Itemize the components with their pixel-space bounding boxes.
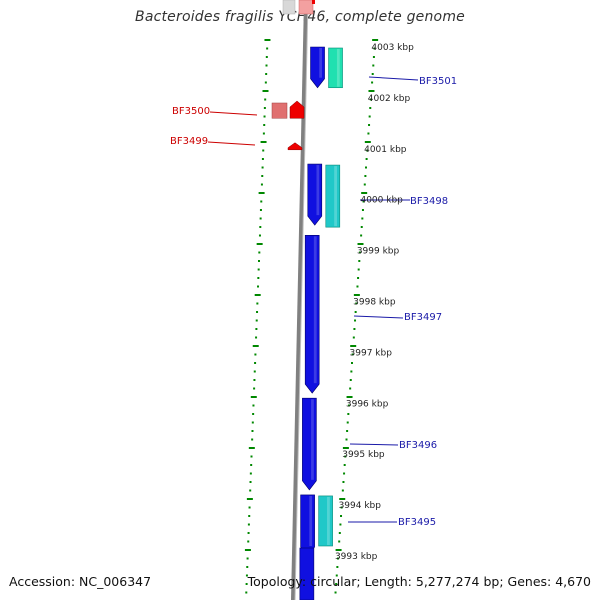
cds-box-bf3495	[318, 495, 333, 547]
feature-partial-top-pink	[298, 0, 314, 15]
gene-label-bf3498: BF3498	[410, 196, 448, 207]
kbp-labels: 4003 kbp 4002 kbp 4001 kbp 4000 kbp 3999 kbp…	[335, 43, 414, 562]
cds-box-bf3495-sheen	[327, 496, 330, 545]
gene-label-bf3499: BF3499	[170, 136, 208, 147]
gene-callouts: BF3501 BF3500 BF3499 BF3498 BF3497 BF3496 BF34…	[170, 76, 457, 528]
backbone-line	[291, 0, 308, 600]
gene-arrow-bf3501-sheen	[319, 48, 323, 78]
map-title: Bacteroides fragilis YCH46, complete gen…	[135, 9, 465, 25]
gene-arrow-bf3496-sheen	[311, 399, 314, 480]
gene-arrow-bf3498-sheen	[316, 165, 320, 216]
gene-label-bf3497: BF3497	[404, 312, 442, 323]
callout-line-bf3500	[209, 111, 258, 116]
gene-box-bf3500	[271, 102, 288, 119]
callout-line-bf3496	[349, 443, 399, 446]
callout-line-bf3501	[368, 76, 419, 81]
backbone-highlight	[294, 0, 309, 600]
topology-stats-text: Topology: circular; Length: 5,277,274 bp…	[247, 574, 591, 589]
kbp-label: 4003 kbp	[371, 43, 414, 53]
feature-partial-top-grey	[282, 0, 296, 15]
kbp-label: 4000 kbp	[360, 196, 403, 206]
gene-label-bf3495: BF3495	[398, 517, 436, 528]
tick-column-right	[334, 39, 379, 594]
gene-arrow-bf3495-sheen	[309, 495, 313, 546]
callout-line-bf3499	[207, 141, 256, 146]
gene-label-bf3501: BF3501	[419, 76, 457, 87]
kbp-label: 4002 kbp	[368, 94, 411, 104]
kbp-label: 3998 kbp	[353, 298, 396, 308]
gene-label-bf3496: BF3496	[399, 440, 437, 451]
gene-arrow-bf3499	[287, 142, 303, 151]
kbp-label: 4001 kbp	[364, 145, 407, 155]
tick-column-left	[244, 39, 271, 594]
cds-box-bf3498	[325, 164, 341, 228]
gene-arrow-bf3500	[289, 100, 305, 119]
cds-box-bf3501	[328, 47, 343, 89]
gene-arrow-bf3496	[302, 397, 317, 491]
gene-arrow-partial	[299, 547, 315, 600]
cds-box-bf3498-sheen	[334, 166, 337, 227]
gene-arrow-bf3497	[304, 235, 320, 394]
feature-partial-top-red	[312, 0, 315, 4]
kbp-label: 3993 kbp	[335, 552, 378, 562]
kbp-label: 3999 kbp	[357, 247, 400, 257]
gene-label-bf3500: BF3500	[172, 106, 210, 117]
cds-box-bf3501-sheen	[336, 49, 340, 87]
kbp-label: 3996 kbp	[346, 399, 389, 409]
gene-arrow-bf3495	[300, 494, 315, 557]
kbp-label: 3994 kbp	[339, 501, 382, 511]
kbp-label: 3995 kbp	[342, 450, 385, 460]
genome-backbone	[291, 0, 309, 600]
gene-arrow-bf3497-sheen	[313, 236, 317, 384]
callout-line-bf3497	[353, 315, 404, 319]
kbp-label: 3997 kbp	[350, 348, 393, 358]
gene-arrow-bf3501	[310, 46, 325, 89]
gene-arrow-bf3498	[307, 163, 323, 226]
accession-text: Accession: NC_006347	[9, 574, 152, 589]
feature-track	[271, 0, 343, 600]
